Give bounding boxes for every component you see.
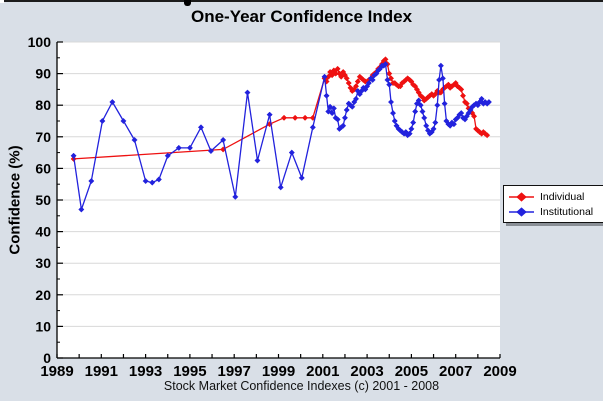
footer-note: Stock Market Confidence Indexes (c) 2001… <box>163 379 440 393</box>
axis-tick-labels: 0 10 20 30 40 50 60 70 80 90 100 1989 1991 1993 1995 19… <box>28 34 517 380</box>
svg-text:30: 30 <box>35 255 51 271</box>
legend-label-individual: Individual <box>540 190 585 203</box>
gridlines <box>57 41 500 327</box>
svg-text:100: 100 <box>28 34 52 50</box>
page-corner-gap <box>0 0 4 3</box>
svg-text:1997: 1997 <box>218 363 251 380</box>
legend-marker-individual <box>509 191 534 202</box>
svg-text:2007: 2007 <box>439 363 472 380</box>
svg-text:1999: 1999 <box>262 363 295 380</box>
svg-text:80: 80 <box>35 97 51 113</box>
svg-text:70: 70 <box>35 129 51 145</box>
axis-ticks <box>56 41 501 359</box>
svg-text:1995: 1995 <box>173 363 206 380</box>
legend-item-individual: Individual <box>508 189 603 204</box>
legend-label-institutional: Institutional <box>540 205 594 218</box>
legend: Individual Institutional <box>503 185 603 223</box>
svg-text:50: 50 <box>35 192 51 208</box>
svg-text:2009: 2009 <box>483 363 516 380</box>
svg-text:0: 0 <box>43 350 51 366</box>
svg-text:10: 10 <box>35 318 51 334</box>
svg-text:90: 90 <box>35 66 51 82</box>
svg-text:2003: 2003 <box>350 363 383 380</box>
svg-text:40: 40 <box>35 224 51 240</box>
legend-item-institutional: Institutional <box>508 204 603 219</box>
svg-text:1991: 1991 <box>85 363 118 380</box>
svg-text:1993: 1993 <box>129 363 162 380</box>
svg-text:60: 60 <box>35 160 51 176</box>
page-top-edge <box>4 0 603 2</box>
cropped-text-fragment <box>184 0 191 6</box>
svg-text:2005: 2005 <box>395 363 428 380</box>
chart-title: One-Year Confidence Index <box>190 7 413 26</box>
svg-text:1989: 1989 <box>40 363 73 380</box>
svg-text:20: 20 <box>35 287 51 303</box>
data-series <box>70 56 492 213</box>
svg-text:2001: 2001 <box>306 363 339 380</box>
legend-marker-institutional <box>509 206 534 217</box>
